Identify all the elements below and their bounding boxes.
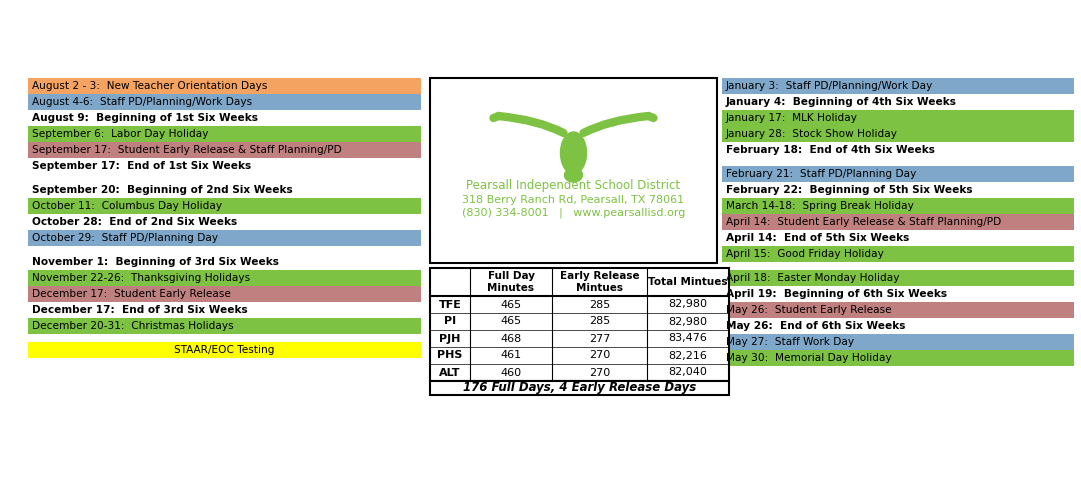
Text: 83,476: 83,476 [668, 333, 707, 344]
Text: February 22:  Beginning of 5th Six Weeks: February 22: Beginning of 5th Six Weeks [726, 185, 973, 195]
Text: April 14:  Student Early Release & Staff Planning/PD: April 14: Student Early Release & Staff … [726, 217, 1001, 227]
Bar [430, 78, 717, 263]
Text: September 20:  Beginning of 2nd Six Weeks: September 20: Beginning of 2nd Six Weeks [32, 185, 293, 195]
Text: 82,040: 82,040 [668, 368, 707, 377]
Text: Pearsall Independent School District: Pearsall Independent School District [466, 180, 681, 192]
Ellipse shape [564, 168, 583, 182]
Text: January 28:  Stock Show Holiday: January 28: Stock Show Holiday [726, 129, 898, 139]
Bar [28, 94, 421, 110]
Bar [28, 270, 421, 286]
Text: March 14-18:  Spring Break Holiday: March 14-18: Spring Break Holiday [726, 201, 913, 211]
Bar [722, 198, 1075, 214]
Text: ALT: ALT [439, 368, 461, 377]
Text: 176 Full Days, 4 Early Release Days: 176 Full Days, 4 Early Release Days [463, 381, 696, 394]
Bar [722, 246, 1075, 262]
Bar [28, 198, 421, 214]
Text: May 30:  Memorial Day Holiday: May 30: Memorial Day Holiday [726, 353, 892, 363]
Text: April 19:  Beginning of 6th Six Weeks: April 19: Beginning of 6th Six Weeks [726, 289, 947, 299]
Bar [722, 78, 1075, 94]
Text: August 4-6:  Staff PD/Planning/Work Days: August 4-6: Staff PD/Planning/Work Days [32, 97, 252, 107]
Text: 285: 285 [589, 316, 610, 326]
Bar [28, 318, 421, 334]
Bar [722, 270, 1075, 286]
Text: April 14:  End of 5th Six Weeks: April 14: End of 5th Six Weeks [726, 233, 909, 243]
Bar [28, 126, 421, 142]
Text: Full Day
Minutes: Full Day Minutes [488, 271, 534, 293]
Text: Early Release
Mintues: Early Release Mintues [560, 271, 639, 293]
Text: February 18:  End of 4th Six Weeks: February 18: End of 4th Six Weeks [726, 145, 935, 155]
Text: 82,216: 82,216 [668, 351, 707, 361]
Text: Total Mintues: Total Mintues [649, 277, 728, 287]
Text: November 1:  Beginning of 3rd Six Weeks: November 1: Beginning of 3rd Six Weeks [32, 257, 279, 267]
Bar [722, 302, 1075, 318]
Text: February 21:  Staff PD/Planning Day: February 21: Staff PD/Planning Day [726, 169, 917, 179]
Text: TFE: TFE [439, 300, 462, 310]
Bar [430, 268, 729, 381]
Text: (830) 334-8001   |   www.pearsallisd.org: (830) 334-8001 | www.pearsallisd.org [462, 208, 685, 218]
Text: December 17:  End of 3rd Six Weeks: December 17: End of 3rd Six Weeks [32, 305, 248, 315]
Bar [28, 342, 421, 358]
Text: 270: 270 [589, 368, 610, 377]
Ellipse shape [561, 132, 587, 174]
Text: December 20-31:  Christmas Holidays: December 20-31: Christmas Holidays [32, 321, 233, 331]
Text: January 17:  MLK Holiday: January 17: MLK Holiday [726, 113, 858, 123]
Text: October 11:  Columbus Day Holiday: October 11: Columbus Day Holiday [32, 201, 222, 211]
Text: October 29:  Staff PD/Planning Day: October 29: Staff PD/Planning Day [32, 233, 218, 243]
Text: May 26:  End of 6th Six Weeks: May 26: End of 6th Six Weeks [726, 321, 906, 331]
Text: September 17:  Student Early Release & Staff Planning/PD: September 17: Student Early Release & St… [32, 145, 342, 155]
Bar [722, 334, 1075, 350]
Text: PHS: PHS [438, 351, 463, 361]
Text: 277: 277 [589, 333, 610, 344]
Text: January 3:  Staff PD/Planning/Work Day: January 3: Staff PD/Planning/Work Day [726, 81, 933, 91]
Text: 318 Berry Ranch Rd, Pearsall, TX 78061: 318 Berry Ranch Rd, Pearsall, TX 78061 [463, 195, 684, 205]
Text: November 22-26:  Thanksgiving Holidays: November 22-26: Thanksgiving Holidays [32, 273, 250, 283]
Text: 285: 285 [589, 300, 610, 310]
Bar [28, 142, 421, 158]
Text: August 9:  Beginning of 1st Six Weeks: August 9: Beginning of 1st Six Weeks [32, 113, 258, 123]
Bar [722, 126, 1075, 142]
Text: May 27:  Staff Work Day: May 27: Staff Work Day [726, 337, 854, 347]
Bar [722, 110, 1075, 126]
Text: May 26:  Student Early Release: May 26: Student Early Release [726, 305, 892, 315]
Text: September 6:  Labor Day Holiday: September 6: Labor Day Holiday [32, 129, 209, 139]
Text: December 17:  Student Early Release: December 17: Student Early Release [32, 289, 231, 299]
Text: 270: 270 [589, 351, 610, 361]
Text: April 18:  Easter Monday Holiday: April 18: Easter Monday Holiday [726, 273, 899, 283]
Bar [28, 286, 421, 302]
Text: August 2 - 3:  New Teacher Orientation Days: August 2 - 3: New Teacher Orientation Da… [32, 81, 267, 91]
Bar [722, 350, 1075, 366]
Text: 468: 468 [501, 333, 522, 344]
Bar [28, 230, 421, 246]
Text: April 15:  Good Friday Holiday: April 15: Good Friday Holiday [726, 249, 884, 259]
Text: 465: 465 [501, 300, 521, 310]
Text: STAAR/EOC Testing: STAAR/EOC Testing [174, 345, 275, 355]
Text: PJH: PJH [439, 333, 461, 344]
Text: PI: PI [444, 316, 456, 326]
Text: 461: 461 [501, 351, 521, 361]
Text: September 17:  End of 1st Six Weeks: September 17: End of 1st Six Weeks [32, 161, 251, 171]
Text: 460: 460 [501, 368, 521, 377]
Bar [430, 381, 729, 395]
Text: October 28:  End of 2nd Six Weeks: October 28: End of 2nd Six Weeks [32, 217, 237, 227]
Text: 465: 465 [501, 316, 521, 326]
Bar [722, 214, 1075, 230]
Text: 82,980: 82,980 [668, 300, 707, 310]
Bar [722, 166, 1075, 182]
Text: 82,980: 82,980 [668, 316, 707, 326]
Text: January 4:  Beginning of 4th Six Weeks: January 4: Beginning of 4th Six Weeks [726, 97, 957, 107]
Bar [28, 78, 421, 94]
